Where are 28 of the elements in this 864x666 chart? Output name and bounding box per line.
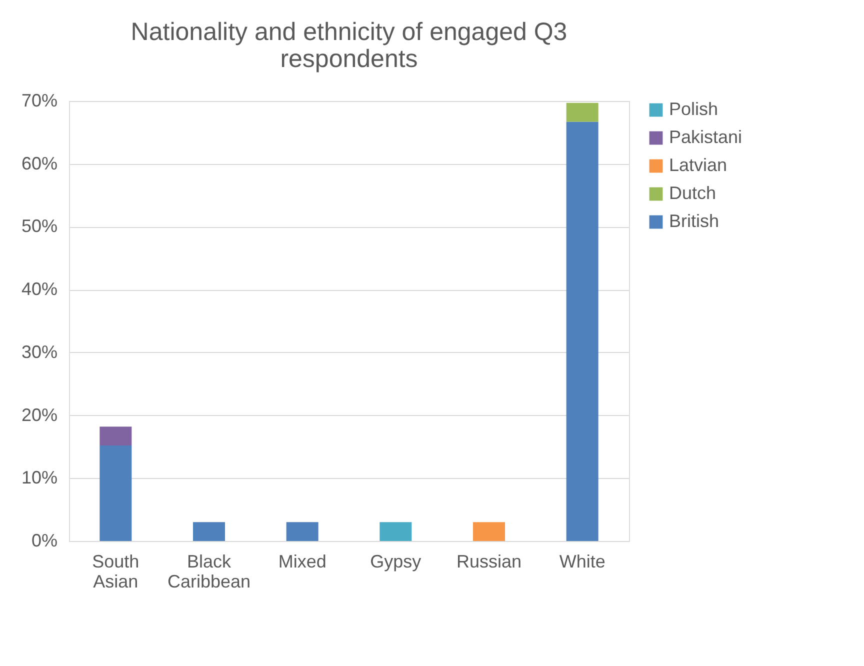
x-tick-label: Mixed [278, 552, 326, 572]
y-tick-label: 10% [21, 468, 58, 488]
bar [380, 522, 412, 541]
legend-label: British [669, 211, 720, 231]
bar [473, 522, 505, 541]
legend-label: Latvian [669, 155, 728, 175]
y-tick-label: 50% [21, 216, 58, 236]
y-tick-label: 20% [21, 404, 58, 425]
y-tick-label: 70% [21, 90, 58, 110]
bar [100, 426, 132, 446]
legend-label: Polish [669, 99, 718, 119]
x-tick-label: Black Caribbean [167, 552, 251, 592]
bar [286, 522, 318, 541]
y-tick-label: 0% [31, 530, 58, 550]
x-tick-label: Russian [456, 552, 522, 572]
legend-label: Dutch [669, 183, 716, 203]
bar [566, 122, 598, 541]
x-tick-label: South Asian [92, 552, 140, 592]
y-tick-label: 40% [21, 279, 58, 300]
chart-title: Nationality and ethnicity of engaged Q3 respondents [130, 18, 568, 73]
y-tick-label: 60% [21, 153, 58, 174]
bar [193, 522, 225, 541]
x-tick-label: White [559, 552, 606, 572]
y-tick-label: 30% [21, 342, 58, 362]
x-tick-label: Gypsy [370, 552, 422, 572]
bar [566, 102, 598, 122]
bar [100, 445, 132, 541]
legend-label: Pakistani [669, 127, 742, 147]
